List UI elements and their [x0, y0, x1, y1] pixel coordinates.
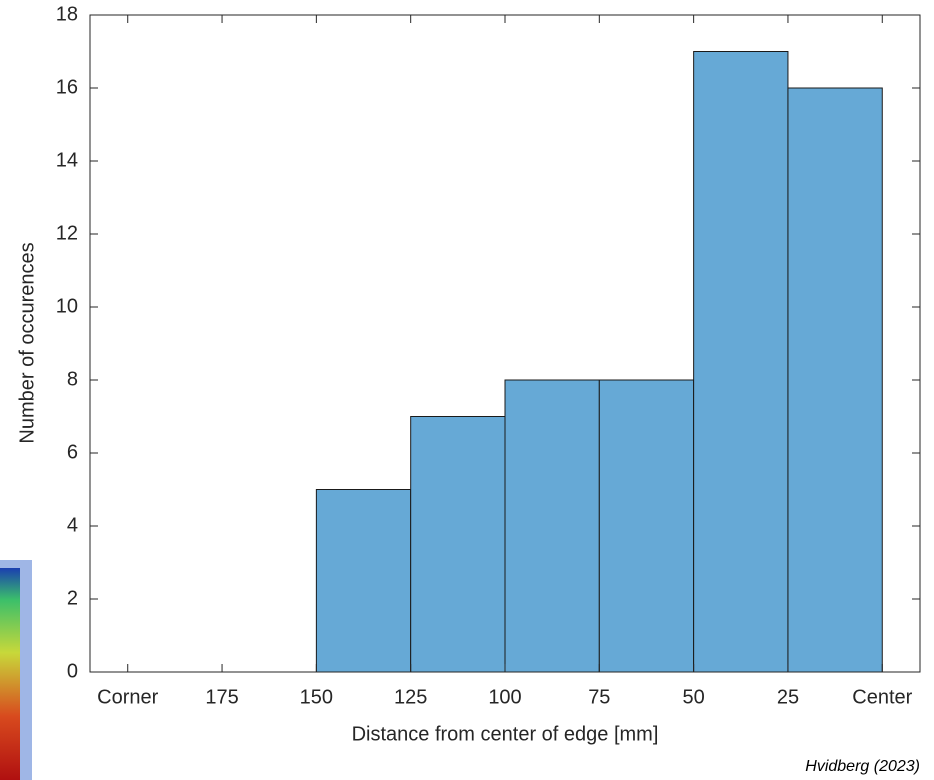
x-tick-label: 75 [588, 686, 610, 708]
bar [410, 416, 506, 673]
y-tick-label: 8 [67, 368, 78, 390]
y-tick-label: 12 [56, 222, 78, 244]
y-tick-label: 6 [67, 441, 78, 463]
x-axis-label: Distance from center of edge [mm] [352, 723, 659, 745]
y-tick-label: 4 [67, 514, 78, 536]
y-tick-label: 0 [67, 660, 78, 682]
x-tick-label: 150 [300, 686, 333, 708]
y-tick-label: 18 [56, 3, 78, 25]
bar [787, 87, 883, 673]
bar [315, 489, 412, 673]
x-tick-label: Corner [97, 686, 158, 708]
x-tick-label: 25 [777, 686, 799, 708]
bar [504, 379, 600, 673]
bar [693, 51, 789, 673]
background-image-mesh [0, 568, 20, 780]
y-tick-label: 16 [56, 76, 78, 98]
y-tick-label: 10 [56, 295, 78, 317]
y-axis-label: Number of occurences [16, 242, 38, 443]
x-tick-label: 50 [683, 686, 705, 708]
x-tick-label: 175 [205, 686, 238, 708]
bar [598, 379, 695, 673]
x-tick-label: Center [852, 686, 912, 708]
y-tick-label: 14 [56, 149, 78, 171]
y-tick-label: 2 [67, 587, 78, 609]
x-tick-label: 125 [394, 686, 427, 708]
x-tick-label: 100 [488, 686, 521, 708]
annotation: Hvidberg (2023) [805, 758, 920, 775]
